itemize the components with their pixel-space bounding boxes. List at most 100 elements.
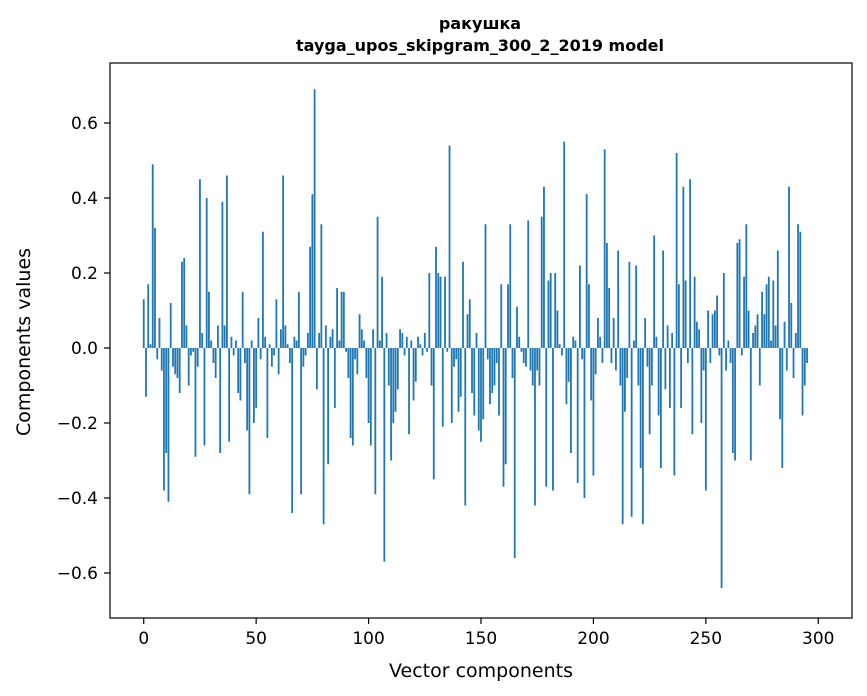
bar — [183, 258, 186, 348]
bar — [439, 276, 442, 348]
y-tick-label: −0.4 — [57, 489, 98, 509]
bar — [165, 348, 168, 453]
bar — [302, 348, 305, 367]
bar — [259, 348, 262, 360]
bar — [331, 329, 334, 348]
bar — [738, 239, 741, 348]
bar — [713, 310, 716, 348]
bar — [232, 348, 235, 356]
bar — [615, 348, 617, 371]
bar — [244, 348, 246, 363]
y-axis-ticks: −0.6 −0.4 −0.2 0.0 0.2 0.4 0.6 — [57, 114, 110, 584]
bar — [457, 348, 460, 412]
bar — [770, 340, 772, 348]
bar — [803, 348, 806, 386]
bar — [217, 325, 219, 348]
bar — [196, 348, 199, 367]
y-tick-label: −0.2 — [57, 414, 98, 434]
bar — [405, 336, 408, 348]
bar — [806, 348, 808, 363]
bar — [372, 329, 374, 348]
bar — [491, 348, 494, 393]
bar — [785, 348, 788, 371]
bar — [520, 348, 523, 352]
bar — [552, 348, 554, 491]
bar — [322, 348, 325, 525]
bar — [709, 348, 712, 363]
bar — [358, 314, 361, 348]
bar — [228, 348, 231, 442]
bar — [534, 348, 536, 506]
bar — [601, 348, 604, 363]
bar — [309, 246, 312, 348]
bar — [617, 250, 620, 348]
bar — [333, 348, 336, 408]
bar — [266, 348, 269, 438]
bar — [336, 288, 338, 348]
bar — [590, 348, 593, 401]
bar — [226, 175, 228, 348]
bar — [574, 340, 577, 348]
bar — [689, 179, 692, 348]
bar — [531, 348, 534, 386]
chart-title: ракушка — [439, 14, 521, 33]
bar — [489, 348, 491, 405]
bar — [239, 348, 242, 401]
bar — [300, 348, 303, 495]
bar — [313, 89, 316, 348]
bar — [583, 348, 586, 498]
bar — [650, 348, 653, 386]
bar — [435, 246, 437, 348]
bar — [450, 348, 453, 423]
x-tick-label: 300 — [802, 629, 834, 649]
bar — [288, 348, 291, 363]
bar — [597, 318, 599, 348]
bar — [677, 284, 680, 348]
bar — [430, 348, 433, 386]
bar — [745, 224, 748, 348]
bar — [246, 348, 249, 431]
y-tick-label: −0.6 — [57, 564, 98, 584]
bar — [185, 325, 188, 348]
bar — [351, 348, 354, 446]
bar — [282, 175, 285, 348]
bar — [376, 216, 379, 348]
y-tick-label: 0.2 — [71, 264, 98, 284]
bar — [576, 348, 579, 483]
bar — [172, 348, 174, 367]
bar — [329, 336, 332, 348]
bar — [682, 186, 685, 348]
bar — [779, 348, 781, 420]
bar — [156, 348, 159, 360]
bar — [655, 336, 658, 348]
bar — [698, 329, 700, 348]
bar — [304, 348, 307, 356]
bar — [273, 348, 276, 356]
bar — [297, 291, 300, 348]
bar — [513, 348, 516, 558]
bar — [190, 348, 192, 356]
bar — [774, 325, 777, 348]
bar — [538, 348, 541, 386]
bar — [444, 276, 446, 348]
bar — [641, 348, 644, 525]
bar — [603, 149, 606, 348]
bar — [633, 340, 635, 348]
bar — [477, 348, 480, 431]
bar — [210, 340, 213, 348]
bar — [221, 201, 224, 348]
bar — [356, 348, 359, 375]
bar — [752, 333, 754, 348]
bar — [720, 348, 723, 588]
bar — [181, 261, 183, 348]
bar — [423, 333, 426, 348]
bar — [340, 291, 343, 348]
plot-area-frame — [109, 62, 853, 619]
bar — [462, 261, 464, 348]
bar — [291, 348, 294, 513]
bar — [208, 291, 210, 348]
bar — [187, 348, 190, 386]
bar — [743, 276, 745, 348]
bar — [767, 276, 770, 348]
